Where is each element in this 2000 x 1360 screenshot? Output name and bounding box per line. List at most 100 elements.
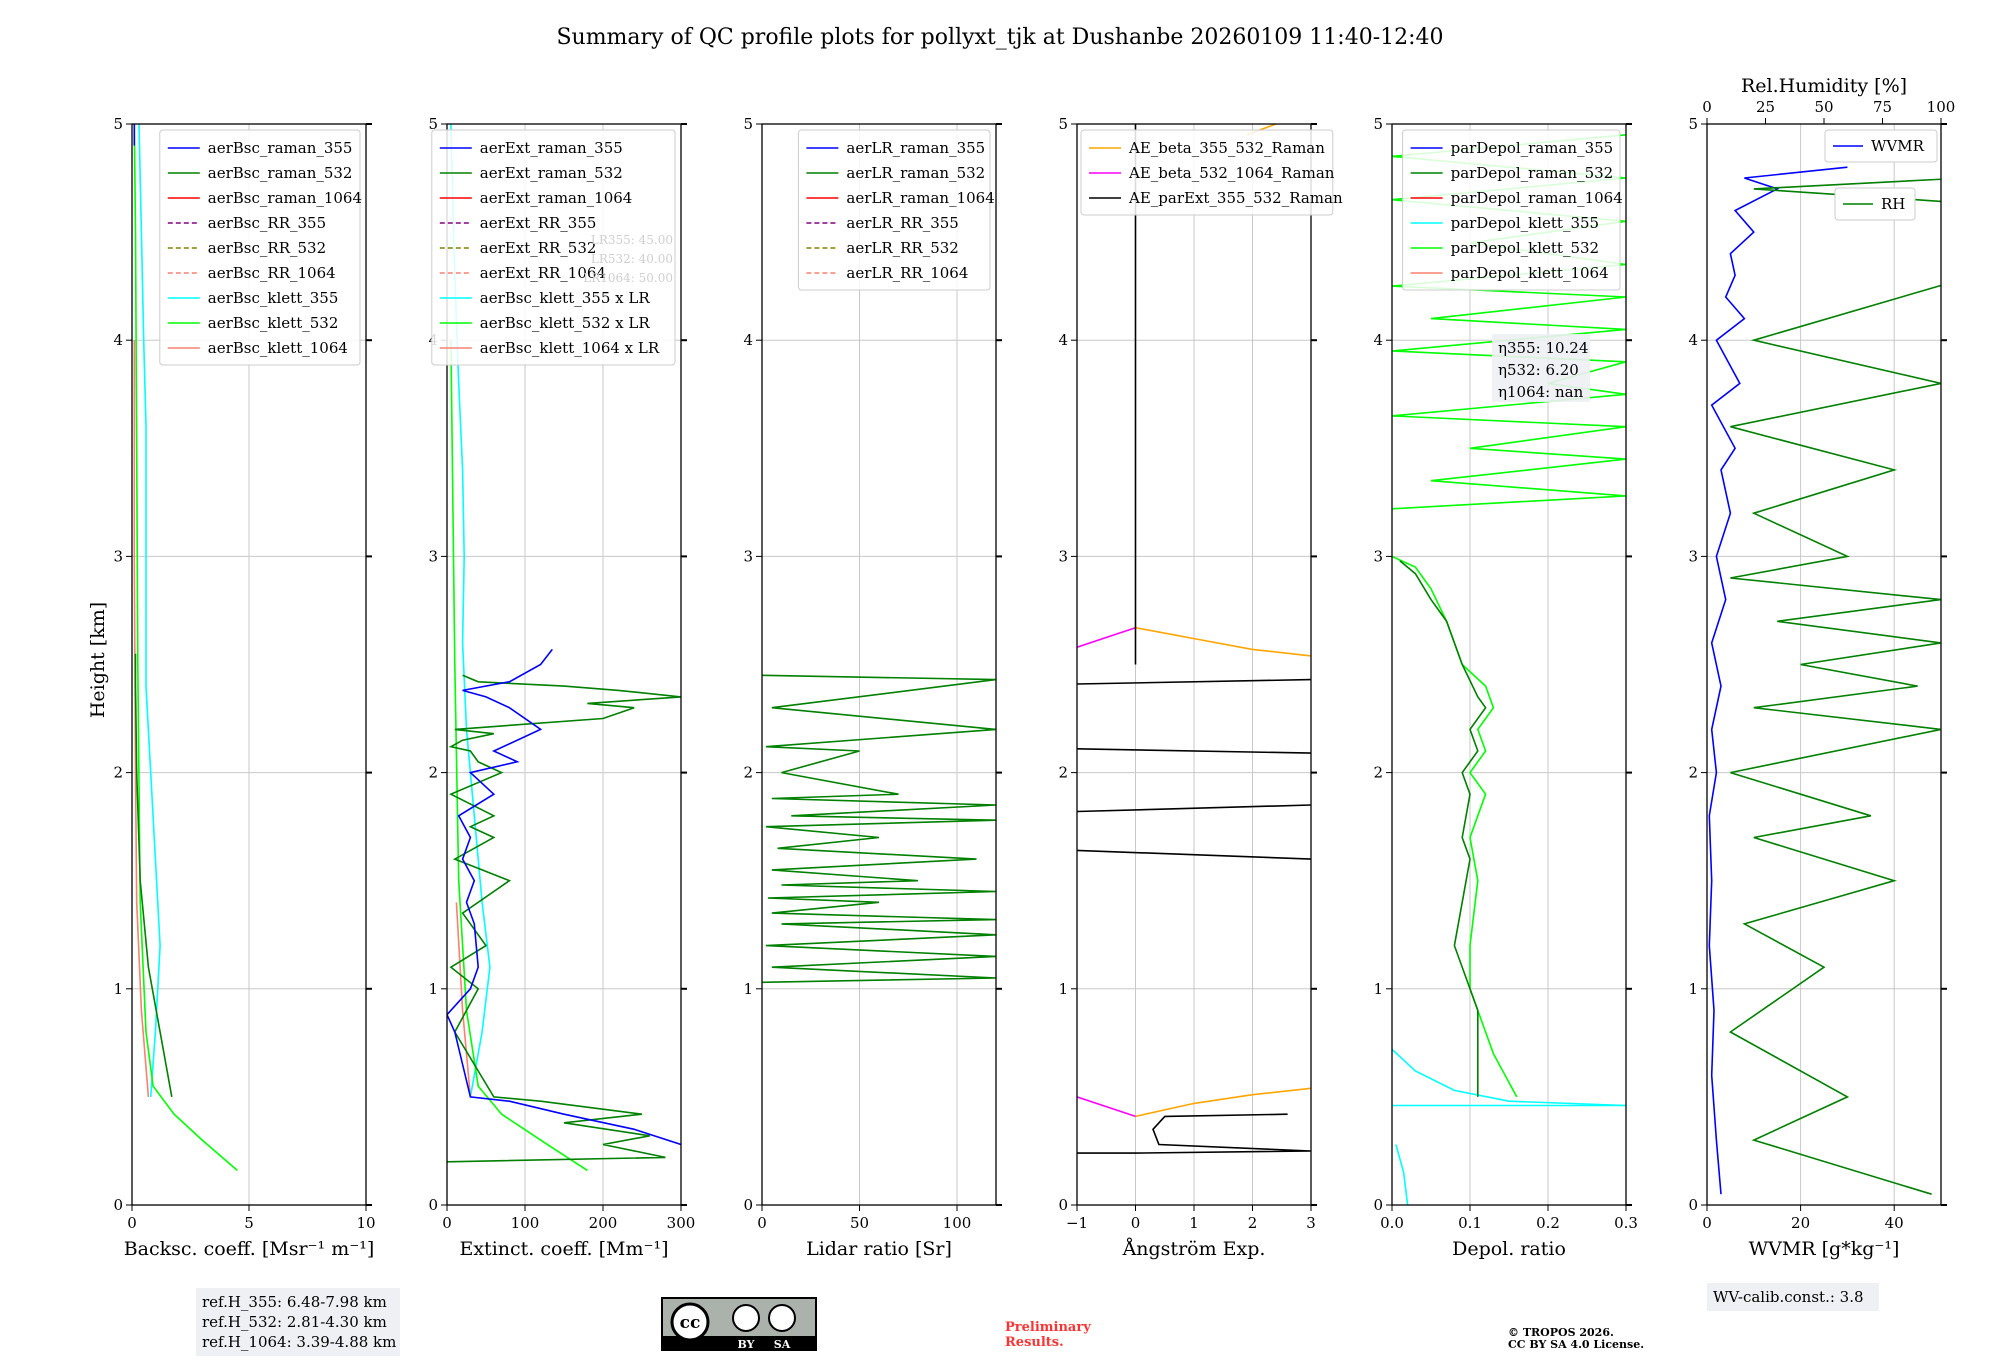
y-tick-label: 5 — [743, 115, 753, 133]
y-tick-label: 0 — [1373, 1196, 1383, 1214]
legend-wvmr: WVMR — [1824, 129, 1938, 163]
series-line — [1708, 166, 1848, 1195]
y-tick-label: 3 — [428, 547, 438, 565]
legend-box — [1824, 129, 1938, 163]
y-tick-label: 1 — [1058, 980, 1068, 998]
panel-2: 0100200300012345Extinct. coeff. [Mm⁻¹]ae… — [428, 115, 695, 1260]
y-tick-label: 4 — [743, 331, 753, 349]
x-tick-label: 3 — [1306, 1214, 1316, 1232]
legend: AE_beta_355_532_Raman AE_beta_532_1064_Ra… — [1080, 129, 1343, 216]
y-tick-label: 5 — [428, 115, 438, 133]
series-group — [1392, 134, 1626, 1205]
x-axis-label: Backsc. coeff. [Msr⁻¹ m⁻¹] — [124, 1238, 375, 1260]
footer: cc BY SA Preliminary Results. © TROPOS 2… — [661, 1297, 1644, 1351]
y-tick-label: 4 — [1688, 331, 1698, 349]
info-line: ref.H_1064: 3.39-4.88 km — [202, 1333, 396, 1351]
copyright-line-2: CC BY SA 4.0 License. — [1508, 1338, 1644, 1351]
y-tick-label: 2 — [113, 764, 123, 782]
panel-3: 0 50 100 0 1 2 3 4 5 Lidar ratio [Sr] aerLR_raman_… — [743, 115, 1002, 1260]
series-line — [138, 124, 161, 1097]
legend-label: parDepol_klett_532 — [1451, 239, 1600, 257]
series-group — [447, 124, 681, 1172]
y-tick-label: 0 — [428, 1196, 438, 1214]
legend: aerBsc_raman_355 aerBsc_raman_532 aerBsc_r… — [159, 129, 362, 366]
x-tick-label: 1 — [1189, 1214, 1199, 1232]
y-tick-label: 4 — [113, 331, 123, 349]
x-tick-label: 20 — [1791, 1214, 1810, 1232]
x-axis-label: Depol. ratio — [1452, 1238, 1566, 1260]
legend-label: AE_beta_532_1064_Raman — [1128, 164, 1335, 182]
info-bg — [1707, 1283, 1879, 1311]
legend-box — [159, 129, 361, 366]
x-tick-label: 5 — [244, 1214, 254, 1232]
x-tick-label: 0 — [442, 1214, 452, 1232]
legend-label: parDepol_raman_355 — [1451, 139, 1614, 157]
legend-box — [1402, 129, 1621, 291]
legend-label: parDepol_raman_532 — [1451, 164, 1614, 182]
legend-label: aerBsc_raman_1064 — [208, 189, 362, 207]
legend-label: AE_beta_355_532_Raman — [1128, 139, 1325, 157]
x-tick-label: 100 — [943, 1214, 972, 1232]
legend-label: aerBsc_RR_532 — [208, 239, 326, 257]
legend-label: parDepol_klett_355 — [1451, 214, 1600, 232]
x-tick-label: 100 — [511, 1214, 540, 1232]
sa-icon — [768, 1304, 796, 1332]
cc-icon-label: cc — [680, 1313, 701, 1333]
y-tick-label: 1 — [1373, 980, 1383, 998]
x-tick-label: 10 — [356, 1214, 375, 1232]
info-box: WV-calib.const.: 3.8 — [1707, 1283, 1879, 1311]
series-group — [133, 124, 238, 1172]
info-line: ref.H_532: 2.81-4.30 km — [202, 1313, 387, 1331]
y-tick-label: 1 — [1688, 980, 1698, 998]
eta-bg — [1492, 334, 1590, 402]
legend-label: aerLR_RR_1064 — [846, 264, 968, 282]
x-axis-label: Extinct. coeff. [Mm⁻¹] — [459, 1238, 668, 1260]
y-tick-label: 1 — [428, 980, 438, 998]
legend-label: aerLR_raman_532 — [846, 164, 985, 182]
series-line — [1135, 626, 1311, 657]
panel-1: 0 5 10 0 1 2 3 4 5 Backsc. coeff. [Msr⁻¹ m⁻¹] aerB… — [113, 115, 400, 1356]
y-tick-label: 2 — [1373, 764, 1383, 782]
top-tick-label: 100 — [1927, 98, 1956, 116]
series-line — [1399, 560, 1487, 1097]
series-line — [450, 340, 588, 1172]
legend-box — [431, 129, 676, 366]
series-group — [1077, 124, 1311, 1154]
series-line — [447, 674, 681, 1163]
panel-6: 0 20 40 0 1 2 3 4 5 WVMR [g*kg⁻¹] 0 25 50 75 100 Rel.Hu… — [1688, 75, 1956, 1311]
lr-label: LR532: 40.00 — [591, 252, 673, 266]
legend-label: parDepol_raman_1064 — [1451, 189, 1623, 207]
legend-label: aerBsc_klett_532 x LR — [480, 314, 651, 332]
eta-label: η355: 10.24 — [1498, 339, 1588, 357]
legend-label: RH — [1881, 195, 1905, 213]
eta-box: η355: 10.24 η532: 6.20 η1064: nan — [1492, 334, 1590, 402]
lr-label: LR1064: 50.00 — [583, 271, 673, 285]
top-axis-label: Rel.Humidity [%] — [1741, 75, 1907, 97]
info-line: WV-calib.const.: 3.8 — [1713, 1288, 1864, 1306]
x-tick-label: 0.3 — [1614, 1214, 1638, 1232]
figure-title: Summary of QC profile plots for pollyxt_… — [556, 25, 1443, 50]
series-line — [1135, 1087, 1311, 1118]
x-axis-label: Lidar ratio [Sr] — [806, 1238, 952, 1260]
info-line: ref.H_355: 6.48-7.98 km — [202, 1293, 387, 1311]
legend-label: aerBsc_klett_532 — [208, 314, 339, 332]
y-tick-label: 4 — [1058, 331, 1068, 349]
legend-label: aerBsc_RR_355 — [208, 214, 326, 232]
info-bg — [196, 1288, 400, 1356]
series-line — [447, 648, 681, 1146]
series-line — [1395, 1144, 1409, 1205]
series-group — [762, 674, 996, 984]
top-tick-label: 25 — [1756, 98, 1775, 116]
series-line — [1077, 748, 1311, 754]
top-tick-label: 0 — [1702, 98, 1712, 116]
series-line — [762, 674, 996, 984]
x-tick-label: 50 — [850, 1214, 869, 1232]
x-tick-label: 40 — [1885, 1214, 1904, 1232]
y-tick-label: 2 — [743, 764, 753, 782]
y-tick-label: 0 — [743, 1196, 753, 1214]
sa-label: SA — [774, 1338, 791, 1351]
legend: parDepol_raman_355 parDepol_raman_532 parD… — [1402, 129, 1623, 291]
legend: aerExt_raman_355 aerExt_raman_532 aerExt_r… — [431, 129, 676, 366]
y-tick-label: 2 — [428, 764, 438, 782]
series-line — [1077, 1113, 1311, 1154]
